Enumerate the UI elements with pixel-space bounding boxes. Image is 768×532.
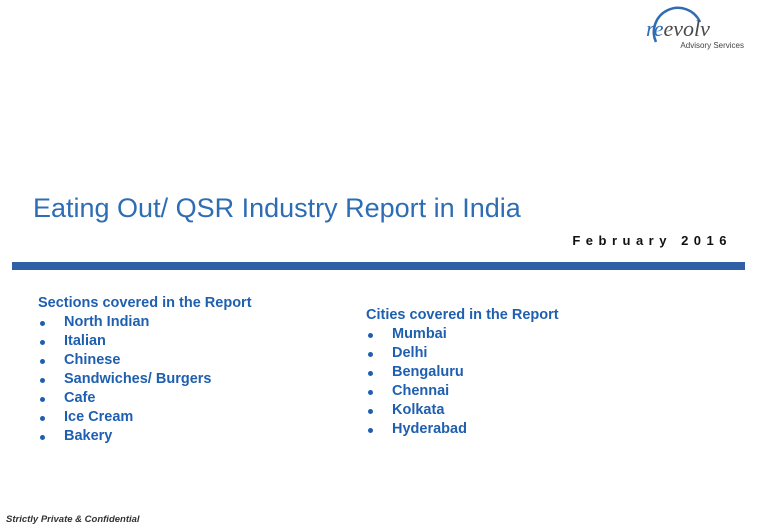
list-item-text: Mumbai xyxy=(392,326,447,342)
bullet xyxy=(40,378,45,383)
sections-list: Sections covered in the Report North Ind… xyxy=(38,294,252,446)
list-item-text: Italian xyxy=(64,333,106,349)
bullet xyxy=(368,352,373,357)
logo-tagline: Advisory Services xyxy=(680,41,744,50)
list-item: Delhi xyxy=(366,344,559,363)
bullet xyxy=(40,321,45,326)
list-item: Cafe xyxy=(38,389,252,408)
list-heading: Cities covered in the Report xyxy=(366,307,559,323)
bullet xyxy=(40,397,45,402)
bullet xyxy=(40,416,45,421)
list-item: Italian xyxy=(38,332,252,351)
list-item: Kolkata xyxy=(366,401,559,420)
list-item-text: Bakery xyxy=(64,428,113,444)
logo-part: evolv xyxy=(664,16,711,41)
logo: reevolv Advisory Services xyxy=(646,6,744,50)
bullet xyxy=(40,359,45,364)
list-item: Mumbai xyxy=(366,325,559,344)
list-item: Hyderabad xyxy=(366,420,559,439)
bullet xyxy=(368,371,373,376)
list-item-text: Kolkata xyxy=(392,402,445,418)
list-item-text: Bengaluru xyxy=(392,364,464,380)
list-heading: Sections covered in the Report xyxy=(38,295,252,311)
list-item-text: Ice Cream xyxy=(64,409,134,425)
bullet xyxy=(368,409,373,414)
list-item-text: North Indian xyxy=(64,314,150,330)
list-item-text: Delhi xyxy=(392,345,428,361)
list-item: Chinese xyxy=(38,351,252,370)
bullet xyxy=(368,390,373,395)
list-item-text: Hyderabad xyxy=(392,421,467,437)
list-item-text: Chinese xyxy=(64,352,121,368)
list-item: Chennai xyxy=(366,382,559,401)
list-item: Bakery xyxy=(38,427,252,446)
list-item-text: Sandwiches/ Burgers xyxy=(64,371,212,387)
title: Eating Out/ QSR Industry Report in India xyxy=(33,193,521,223)
bullet xyxy=(368,333,373,338)
logo-swoosh xyxy=(652,6,702,43)
logo-part: re xyxy=(646,16,664,41)
bullet xyxy=(368,428,373,433)
list-item: Bengaluru xyxy=(366,363,559,382)
footer: Strictly Private & Confidential xyxy=(6,514,140,525)
logo-text: reevolv xyxy=(646,16,710,41)
date: February 2016 xyxy=(572,233,732,248)
divider-bar xyxy=(12,262,745,270)
list-item-text: Cafe xyxy=(64,390,96,406)
list-item: North Indian xyxy=(38,313,252,332)
bullet xyxy=(40,435,45,440)
bullet xyxy=(40,340,45,345)
cities-list: Cities covered in the Report Mumbai Delhi… xyxy=(366,306,559,439)
list-item: Sandwiches/ Burgers xyxy=(38,370,252,389)
list-item-text: Chennai xyxy=(392,383,450,399)
list-item: Ice Cream xyxy=(38,408,252,427)
